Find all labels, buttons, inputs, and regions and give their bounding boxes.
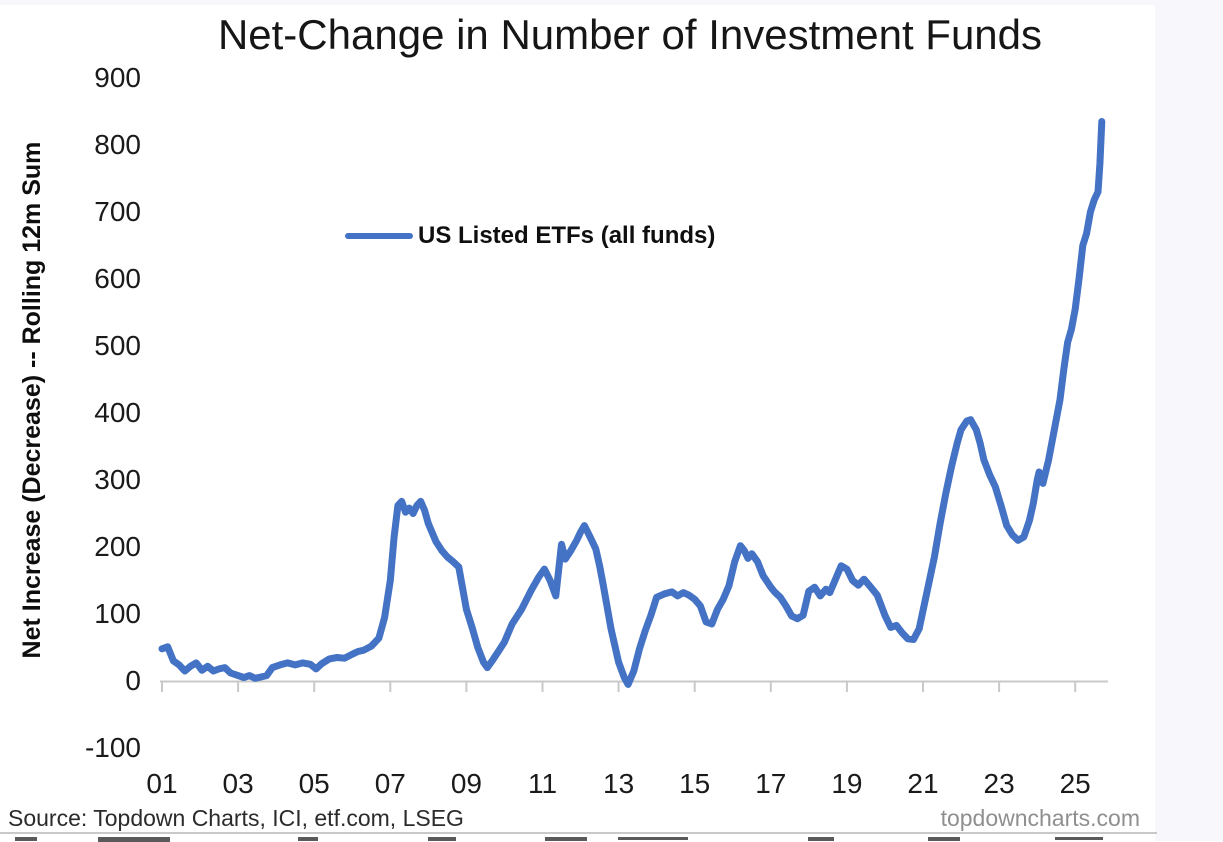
y-tick-label: 300 <box>94 464 141 495</box>
x-tick-label: 21 <box>907 768 939 799</box>
y-tick-label: 800 <box>94 129 141 160</box>
y-tick-label: 400 <box>94 397 141 428</box>
y-tick-label: 900 <box>94 62 141 93</box>
y-tick-label: 600 <box>94 263 141 294</box>
legend-label: US Listed ETFs (all funds) <box>418 222 716 249</box>
x-tick-label: 07 <box>374 768 406 799</box>
x-tick-label: 01 <box>146 768 178 799</box>
cutoff-content-fragment <box>428 837 456 841</box>
x-tick-label: 17 <box>755 768 787 799</box>
y-tick-label: -100 <box>84 732 141 763</box>
x-tick-label: 03 <box>222 768 254 799</box>
source-attribution: Source: Topdown Charts, ICI, etf.com, LS… <box>8 805 464 831</box>
legend: US Listed ETFs (all funds) <box>345 218 715 254</box>
x-tick-label: 05 <box>298 768 330 799</box>
cutoff-content-fragment <box>545 837 587 841</box>
cutoff-content-fragment <box>98 837 170 842</box>
viewport-right-gap <box>1155 0 1223 841</box>
etf-net-change-line <box>158 118 1106 688</box>
cutoff-content-fragment <box>298 837 318 841</box>
x-tick-label: 09 <box>450 768 482 799</box>
legend-line-swatch <box>345 233 413 239</box>
cutoff-content-fragment <box>618 837 688 840</box>
x-tick-label: 11 <box>527 768 558 799</box>
cutoff-content-fragment <box>928 837 960 841</box>
cutoff-content-fragment <box>15 837 37 841</box>
watermark: topdowncharts.com <box>940 805 1140 831</box>
y-tick-label: 100 <box>94 598 141 629</box>
x-tick-label: 25 <box>1059 768 1091 799</box>
x-tick-label: 13 <box>603 768 635 799</box>
y-tick-label: 200 <box>94 531 141 562</box>
chart-title: Net-Change in Number of Investment Funds <box>217 11 1043 58</box>
y-tick-label: 0 <box>125 665 141 696</box>
x-tick-label: 15 <box>679 768 711 799</box>
footer-divider <box>0 832 1157 834</box>
x-tick-label: 19 <box>831 768 863 799</box>
y-tick-label: 500 <box>94 330 141 361</box>
cutoff-content-fragment <box>808 837 834 841</box>
viewport-top-gap <box>0 0 1223 5</box>
x-tick-label: 23 <box>983 768 1015 799</box>
y-tick-label: 700 <box>94 196 141 227</box>
cutoff-content-fragment <box>1055 837 1103 840</box>
